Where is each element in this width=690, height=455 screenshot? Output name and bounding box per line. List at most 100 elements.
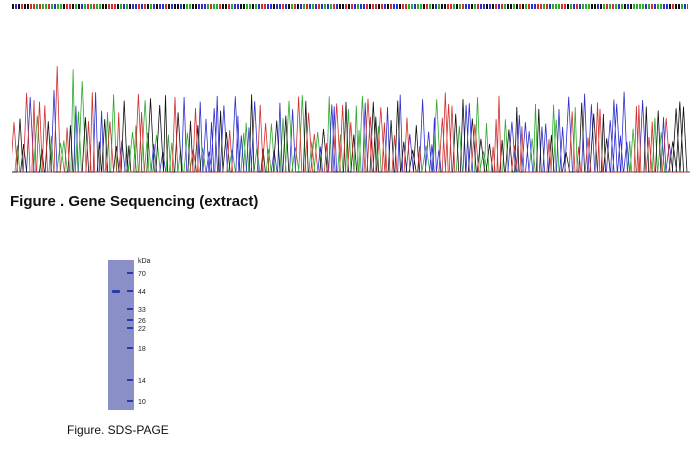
base-call-glyph: [105, 4, 107, 9]
base-call-glyph: [75, 4, 77, 9]
base-call-glyph: [282, 4, 284, 9]
base-call-glyph: [135, 4, 137, 9]
base-call-glyph: [399, 4, 401, 9]
base-call-glyph: [543, 4, 545, 9]
base-call-glyph: [666, 4, 668, 9]
base-call-glyph: [54, 4, 56, 9]
base-call-glyph: [492, 4, 494, 9]
base-call-glyph: [180, 4, 182, 9]
base-call-glyph: [237, 4, 239, 9]
base-call-glyph: [657, 4, 659, 9]
base-call-glyph: [384, 4, 386, 9]
base-call-glyph: [18, 4, 20, 9]
base-call-glyph: [273, 4, 275, 9]
base-call-glyph: [483, 4, 485, 9]
base-call-glyph: [669, 4, 671, 9]
base-call-glyph: [291, 4, 293, 9]
base-call-glyph: [441, 4, 443, 9]
base-call-glyph: [219, 4, 221, 9]
base-call-glyph: [84, 4, 86, 9]
base-call-glyph: [162, 4, 164, 9]
trace-g: [12, 94, 690, 173]
base-call-glyph: [303, 4, 305, 9]
base-call-glyph: [114, 4, 116, 9]
base-call-glyph: [678, 4, 680, 9]
base-call-glyph: [153, 4, 155, 9]
base-call-glyph: [387, 4, 389, 9]
base-call-glyph: [255, 4, 257, 9]
base-call-glyph: [378, 4, 380, 9]
base-call-glyph: [597, 4, 599, 9]
base-call-glyph: [81, 4, 83, 9]
base-call-glyph: [243, 4, 245, 9]
base-call-glyph: [684, 4, 686, 9]
marker-label: 18: [138, 346, 146, 353]
base-call-glyph: [192, 4, 194, 9]
base-call-glyph: [486, 4, 488, 9]
base-call-glyph: [186, 4, 188, 9]
base-call-glyph: [594, 4, 596, 9]
base-call-glyph: [264, 4, 266, 9]
base-call-glyph: [639, 4, 641, 9]
marker-label: 10: [138, 399, 146, 406]
base-call-glyph: [297, 4, 299, 9]
base-call-glyph: [393, 4, 395, 9]
base-call-glyph: [117, 4, 119, 9]
base-call-glyph: [357, 4, 359, 9]
base-call-glyph: [519, 4, 521, 9]
base-call-glyph: [381, 4, 383, 9]
base-call-glyph: [528, 4, 530, 9]
marker-label: 70: [138, 271, 146, 278]
base-call-glyph: [21, 4, 23, 9]
base-call-glyph: [531, 4, 533, 9]
base-call-glyph: [570, 4, 572, 9]
base-call-glyph: [147, 4, 149, 9]
base-call-glyph: [360, 4, 362, 9]
ladder-band: [127, 379, 133, 381]
base-call-glyph: [48, 4, 50, 9]
base-call-glyph: [411, 4, 413, 9]
base-call-glyph: [504, 4, 506, 9]
base-call-glyph: [69, 4, 71, 9]
base-call-glyph: [447, 4, 449, 9]
base-call-glyph: [477, 4, 479, 9]
base-call-glyph: [168, 4, 170, 9]
base-call-glyph: [318, 4, 320, 9]
base-call-glyph: [525, 4, 527, 9]
base-call-glyph: [24, 4, 26, 9]
base-call-glyph: [306, 4, 308, 9]
base-call-glyph: [72, 4, 74, 9]
base-call-glyph: [375, 4, 377, 9]
base-call-glyph: [372, 4, 374, 9]
marker-label: 22: [138, 326, 146, 333]
base-call-glyph: [330, 4, 332, 9]
ladder-band: [127, 290, 133, 292]
base-call-glyph: [42, 4, 44, 9]
base-call-glyph: [438, 4, 440, 9]
ladder-band: [127, 400, 133, 402]
base-call-glyph: [573, 4, 575, 9]
trace-c: [12, 90, 690, 173]
base-call-glyph: [348, 4, 350, 9]
base-call-glyph: [63, 4, 65, 9]
base-call-glyph: [645, 4, 647, 9]
base-call-glyph: [60, 4, 62, 9]
base-call-glyph: [99, 4, 101, 9]
base-call-glyph: [621, 4, 623, 9]
base-call-glyph: [510, 4, 512, 9]
base-call-glyph: [609, 4, 611, 9]
base-call-glyph: [120, 4, 122, 9]
base-call-glyph: [87, 4, 89, 9]
base-call-glyph: [324, 4, 326, 9]
marker-label: 26: [138, 318, 146, 325]
sequence-letters-graphic: [12, 4, 688, 9]
base-call-glyph: [495, 4, 497, 9]
base-call-glyph: [501, 4, 503, 9]
base-call-glyph: [429, 4, 431, 9]
base-call-glyph: [123, 4, 125, 9]
base-call-glyph: [270, 4, 272, 9]
base-call-glyph: [165, 4, 167, 9]
base-call-glyph: [141, 4, 143, 9]
base-call-glyph: [444, 4, 446, 9]
base-call-glyph: [474, 4, 476, 9]
